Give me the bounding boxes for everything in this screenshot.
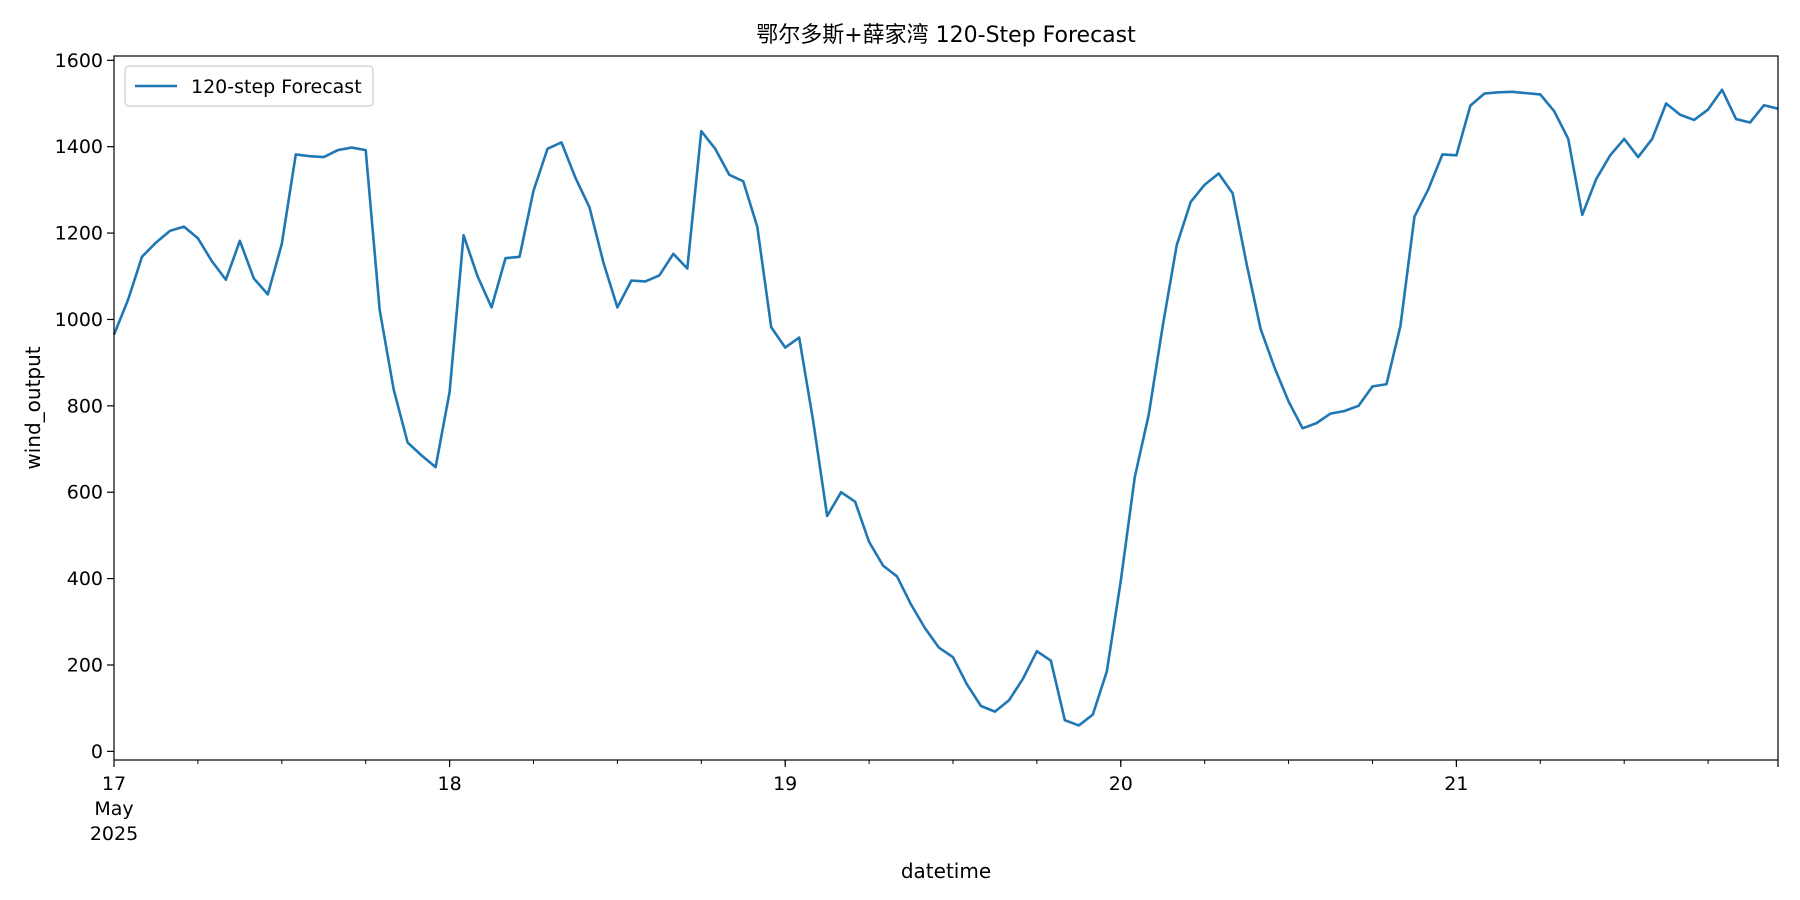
x-tick-label: 17 <box>102 773 126 795</box>
axes: 0 200 400 600 800 1000 1200 1400 1600 17 May 2025 18… <box>55 50 1779 845</box>
legend: 120-step Forecast <box>124 65 374 107</box>
series-line-forecast <box>112 88 1779 727</box>
y-tick-label: 800 <box>67 395 103 417</box>
y-tick-label: 1600 <box>55 50 103 72</box>
chart-title: 鄂尔多斯+薛家湾 120-Step Forecast <box>756 23 1136 48</box>
x-tick-label: 2025 <box>90 823 138 845</box>
x-tick-label: May <box>94 798 133 820</box>
y-tick-label: 600 <box>67 482 103 504</box>
y-tick-label: 200 <box>67 654 103 676</box>
y-tick-label: 400 <box>67 568 103 590</box>
y-tick-label: 1000 <box>55 309 103 331</box>
y-tick-label: 1200 <box>55 223 103 245</box>
legend-box <box>124 65 374 107</box>
y-axis-label: wind_output <box>21 346 45 469</box>
y-tick-label: 1400 <box>55 136 103 158</box>
x-tick-label: 20 <box>1109 773 1133 795</box>
legend-label: 120-step Forecast <box>191 76 362 98</box>
x-tick-label: 18 <box>438 773 462 795</box>
x-axis-label: datetime <box>901 859 991 883</box>
plot-frame <box>113 55 1779 761</box>
y-tick-label: 0 <box>91 741 103 763</box>
x-tick-label: 21 <box>1444 773 1468 795</box>
x-tick-label: 19 <box>773 773 797 795</box>
